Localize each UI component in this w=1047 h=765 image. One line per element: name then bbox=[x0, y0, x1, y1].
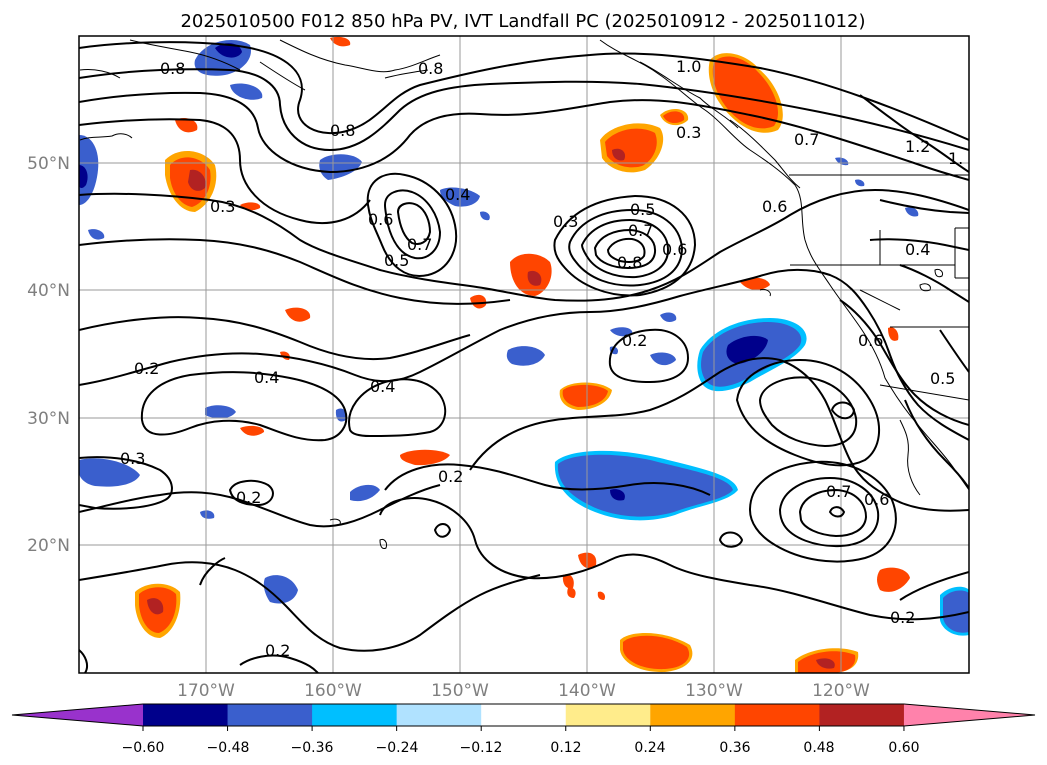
colorbar: −0.60 −0.48 −0.36 −0.24 −0.12 0.12 0.24 … bbox=[11, 703, 1036, 756]
contour-label: 0.5 bbox=[630, 200, 655, 219]
contour-labels: 0.8 0.8 0.8 1.0 0.3 0.7 1.2 1. 0.3 0.6 0… bbox=[120, 57, 963, 660]
contour-label: 0.4 bbox=[254, 368, 279, 387]
lon-tick-label: 140°W bbox=[558, 681, 616, 701]
map-panel: 0.8 0.8 0.8 1.0 0.3 0.7 1.2 1. 0.3 0.6 0… bbox=[27, 35, 970, 701]
contour-label: 0.4 bbox=[445, 185, 470, 204]
pv-contours bbox=[79, 41, 969, 673]
colorbar-tick-label: −0.24 bbox=[376, 740, 419, 756]
lat-tick-label: 20°N bbox=[27, 536, 70, 556]
colorbar-tick-label: 0.24 bbox=[634, 740, 665, 756]
contour-label: 0.2 bbox=[134, 359, 159, 378]
pv-shading bbox=[79, 36, 969, 673]
contour-label: 1.2 bbox=[905, 137, 930, 156]
contour-label: 0.4 bbox=[370, 377, 395, 396]
contour-label: 0.2 bbox=[890, 608, 915, 627]
contour-label: 0.6 bbox=[864, 490, 889, 509]
colorbar-tick-label: 0.12 bbox=[550, 740, 581, 756]
colorbar-extend-high bbox=[903, 704, 1035, 726]
colorbar-segments bbox=[11, 703, 1036, 727]
contour-label: 1. bbox=[948, 149, 963, 168]
lon-tick-label: 120°W bbox=[812, 681, 870, 701]
colorbar-tick-label: 0.36 bbox=[719, 740, 750, 756]
lon-tick-label: 150°W bbox=[431, 681, 489, 701]
map-frame bbox=[78, 35, 970, 674]
colorbar-segment bbox=[819, 704, 905, 726]
contour-label: 0.7 bbox=[826, 482, 851, 501]
colorbar-tick-label: −0.48 bbox=[207, 740, 250, 756]
colorbar-segment bbox=[227, 704, 313, 726]
contour-label: 0.8 bbox=[617, 253, 642, 272]
contour-label: 0.7 bbox=[407, 235, 432, 254]
colorbar-tick-label: 0.60 bbox=[888, 740, 919, 756]
colorbar-extend-low bbox=[12, 704, 143, 726]
contour-label: 0.5 bbox=[930, 369, 955, 388]
contour-label: 0.8 bbox=[418, 59, 443, 78]
contour-label: 0.2 bbox=[265, 641, 290, 660]
contour-label: 0.6 bbox=[858, 331, 883, 350]
contour-label: 0.6 bbox=[368, 210, 393, 229]
contour-label: 0.3 bbox=[120, 449, 145, 468]
colorbar-segment bbox=[396, 704, 482, 726]
lon-tick-label: 130°W bbox=[685, 681, 743, 701]
colorbar-ticks bbox=[142, 726, 905, 731]
colorbar-tick-label: −0.36 bbox=[291, 740, 334, 756]
contour-label: 0.2 bbox=[236, 488, 261, 507]
lon-tick-label: 160°W bbox=[304, 681, 362, 701]
colorbar-segment bbox=[312, 704, 398, 726]
contour-label: 0.7 bbox=[628, 221, 653, 240]
contour-label: 0.6 bbox=[662, 240, 687, 259]
contour-label: 0.3 bbox=[676, 123, 701, 142]
colorbar-segment bbox=[565, 704, 651, 726]
contour-label: 0.7 bbox=[794, 130, 819, 149]
contour-label: 1.0 bbox=[676, 57, 701, 76]
lon-tick-label: 170°W bbox=[177, 681, 235, 701]
colorbar-tick-label: −0.60 bbox=[122, 740, 165, 756]
colorbar-tick-label: 0.48 bbox=[803, 740, 834, 756]
colorbar-segment bbox=[143, 704, 229, 726]
contour-label: 0.2 bbox=[438, 467, 463, 486]
contour-label: 0.8 bbox=[160, 59, 185, 78]
contour-label: 0.3 bbox=[553, 212, 578, 231]
colorbar-segment bbox=[650, 704, 736, 726]
contour-label: 0.6 bbox=[762, 197, 787, 216]
contour-label: 0.4 bbox=[905, 240, 930, 259]
lon-axis: 170°W 160°W 150°W 140°W 130°W 120°W bbox=[177, 681, 870, 701]
colorbar-segment bbox=[734, 704, 820, 726]
lat-axis: 50°N 40°N 30°N 20°N bbox=[27, 154, 70, 556]
lat-tick-label: 50°N bbox=[27, 154, 70, 174]
contour-label: 0.2 bbox=[622, 331, 647, 350]
contour-label: 0.8 bbox=[330, 121, 355, 140]
lat-tick-label: 40°N bbox=[27, 281, 70, 301]
contour-label: 0.3 bbox=[210, 197, 235, 216]
contour-label: 0.5 bbox=[384, 251, 409, 270]
colorbar-segment bbox=[481, 704, 567, 726]
coastlines bbox=[79, 39, 969, 549]
colorbar-tick-labels: −0.60 −0.48 −0.36 −0.24 −0.12 0.12 0.24 … bbox=[122, 740, 920, 756]
map-title: 2025010500 F012 850 hPa PV, IVT Landfall… bbox=[180, 11, 865, 32]
lat-tick-label: 30°N bbox=[27, 409, 70, 429]
colorbar-tick-label: −0.12 bbox=[460, 740, 503, 756]
